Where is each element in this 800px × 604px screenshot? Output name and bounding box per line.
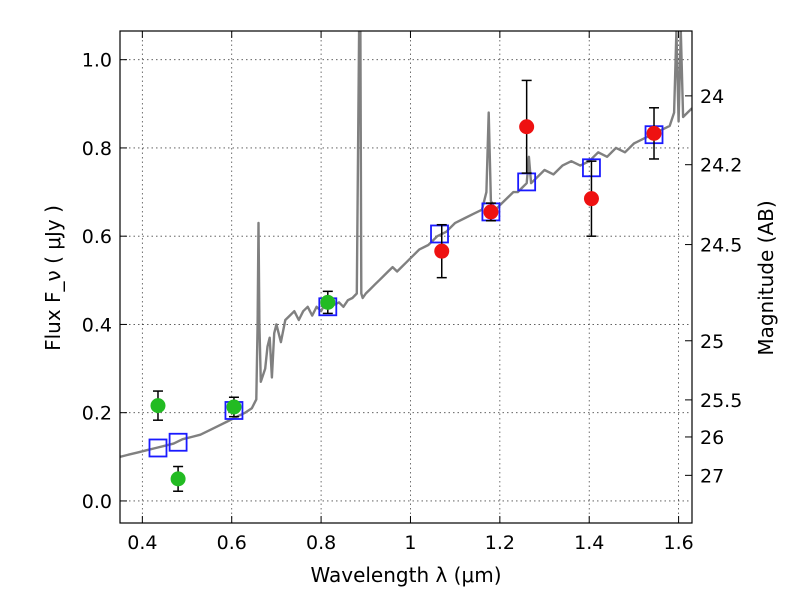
plot-area [120,31,692,492]
observed-point [150,398,166,414]
y2-tick-label: 24 [700,86,724,108]
observed-point [519,119,535,135]
y-tick-label: 0.6 [82,226,112,248]
spectrum-line [120,31,692,458]
model-square-point [168,432,188,452]
y-tick-label: 0.8 [82,138,112,160]
observed-point [226,399,242,415]
y-tick-label: 0.0 [82,491,112,513]
x-axis-label: Wavelength λ (μm) [310,563,501,587]
observed-point [170,471,186,487]
y2-tick-label: 25 [700,331,724,353]
observed-point [483,204,499,220]
observed-point [434,243,450,259]
x-tick-label: 1.2 [485,532,515,554]
plot-clip-group [120,31,692,492]
x-tick-label: 0.8 [306,532,336,554]
plot-frame [119,30,693,524]
y2-tick-label: 26 [700,427,724,449]
observed-point [646,125,662,141]
model-square-point [148,438,168,458]
x-tick-label: 1.4 [574,532,604,554]
grid-lines [120,31,692,523]
x-tick-label: 1 [404,532,416,554]
observed-point [583,191,599,207]
model-square-point [430,224,449,244]
y-tick-label: 1.0 [82,50,112,72]
x-tick-label: 0.4 [127,532,157,554]
y-tick-label: 0.4 [82,314,112,336]
y2-axis-label: Magnitude (AB) [754,200,778,355]
y2-tick-label: 25.5 [700,390,742,412]
y2-tick-label: 24.5 [700,235,742,257]
x-tick-label: 0.6 [217,532,247,554]
axis-ticks: 0.4 0.6 0.8 1 1.2 1.4 1.6 0.0 0.2 0.4 0.6 0.8 1.0 24 2… [82,31,742,554]
x-tick-label: 1.6 [663,532,693,554]
y-tick-label: 0.2 [82,403,112,425]
y2-tick-label: 27 [700,465,724,487]
y2-tick-label: 24.2 [700,155,742,177]
y-axis-label: Flux F_ν ( μJy ) [41,205,65,351]
observed-point [320,294,336,310]
